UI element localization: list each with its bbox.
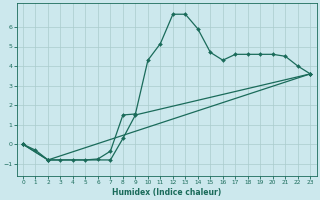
X-axis label: Humidex (Indice chaleur): Humidex (Indice chaleur) bbox=[112, 188, 221, 197]
